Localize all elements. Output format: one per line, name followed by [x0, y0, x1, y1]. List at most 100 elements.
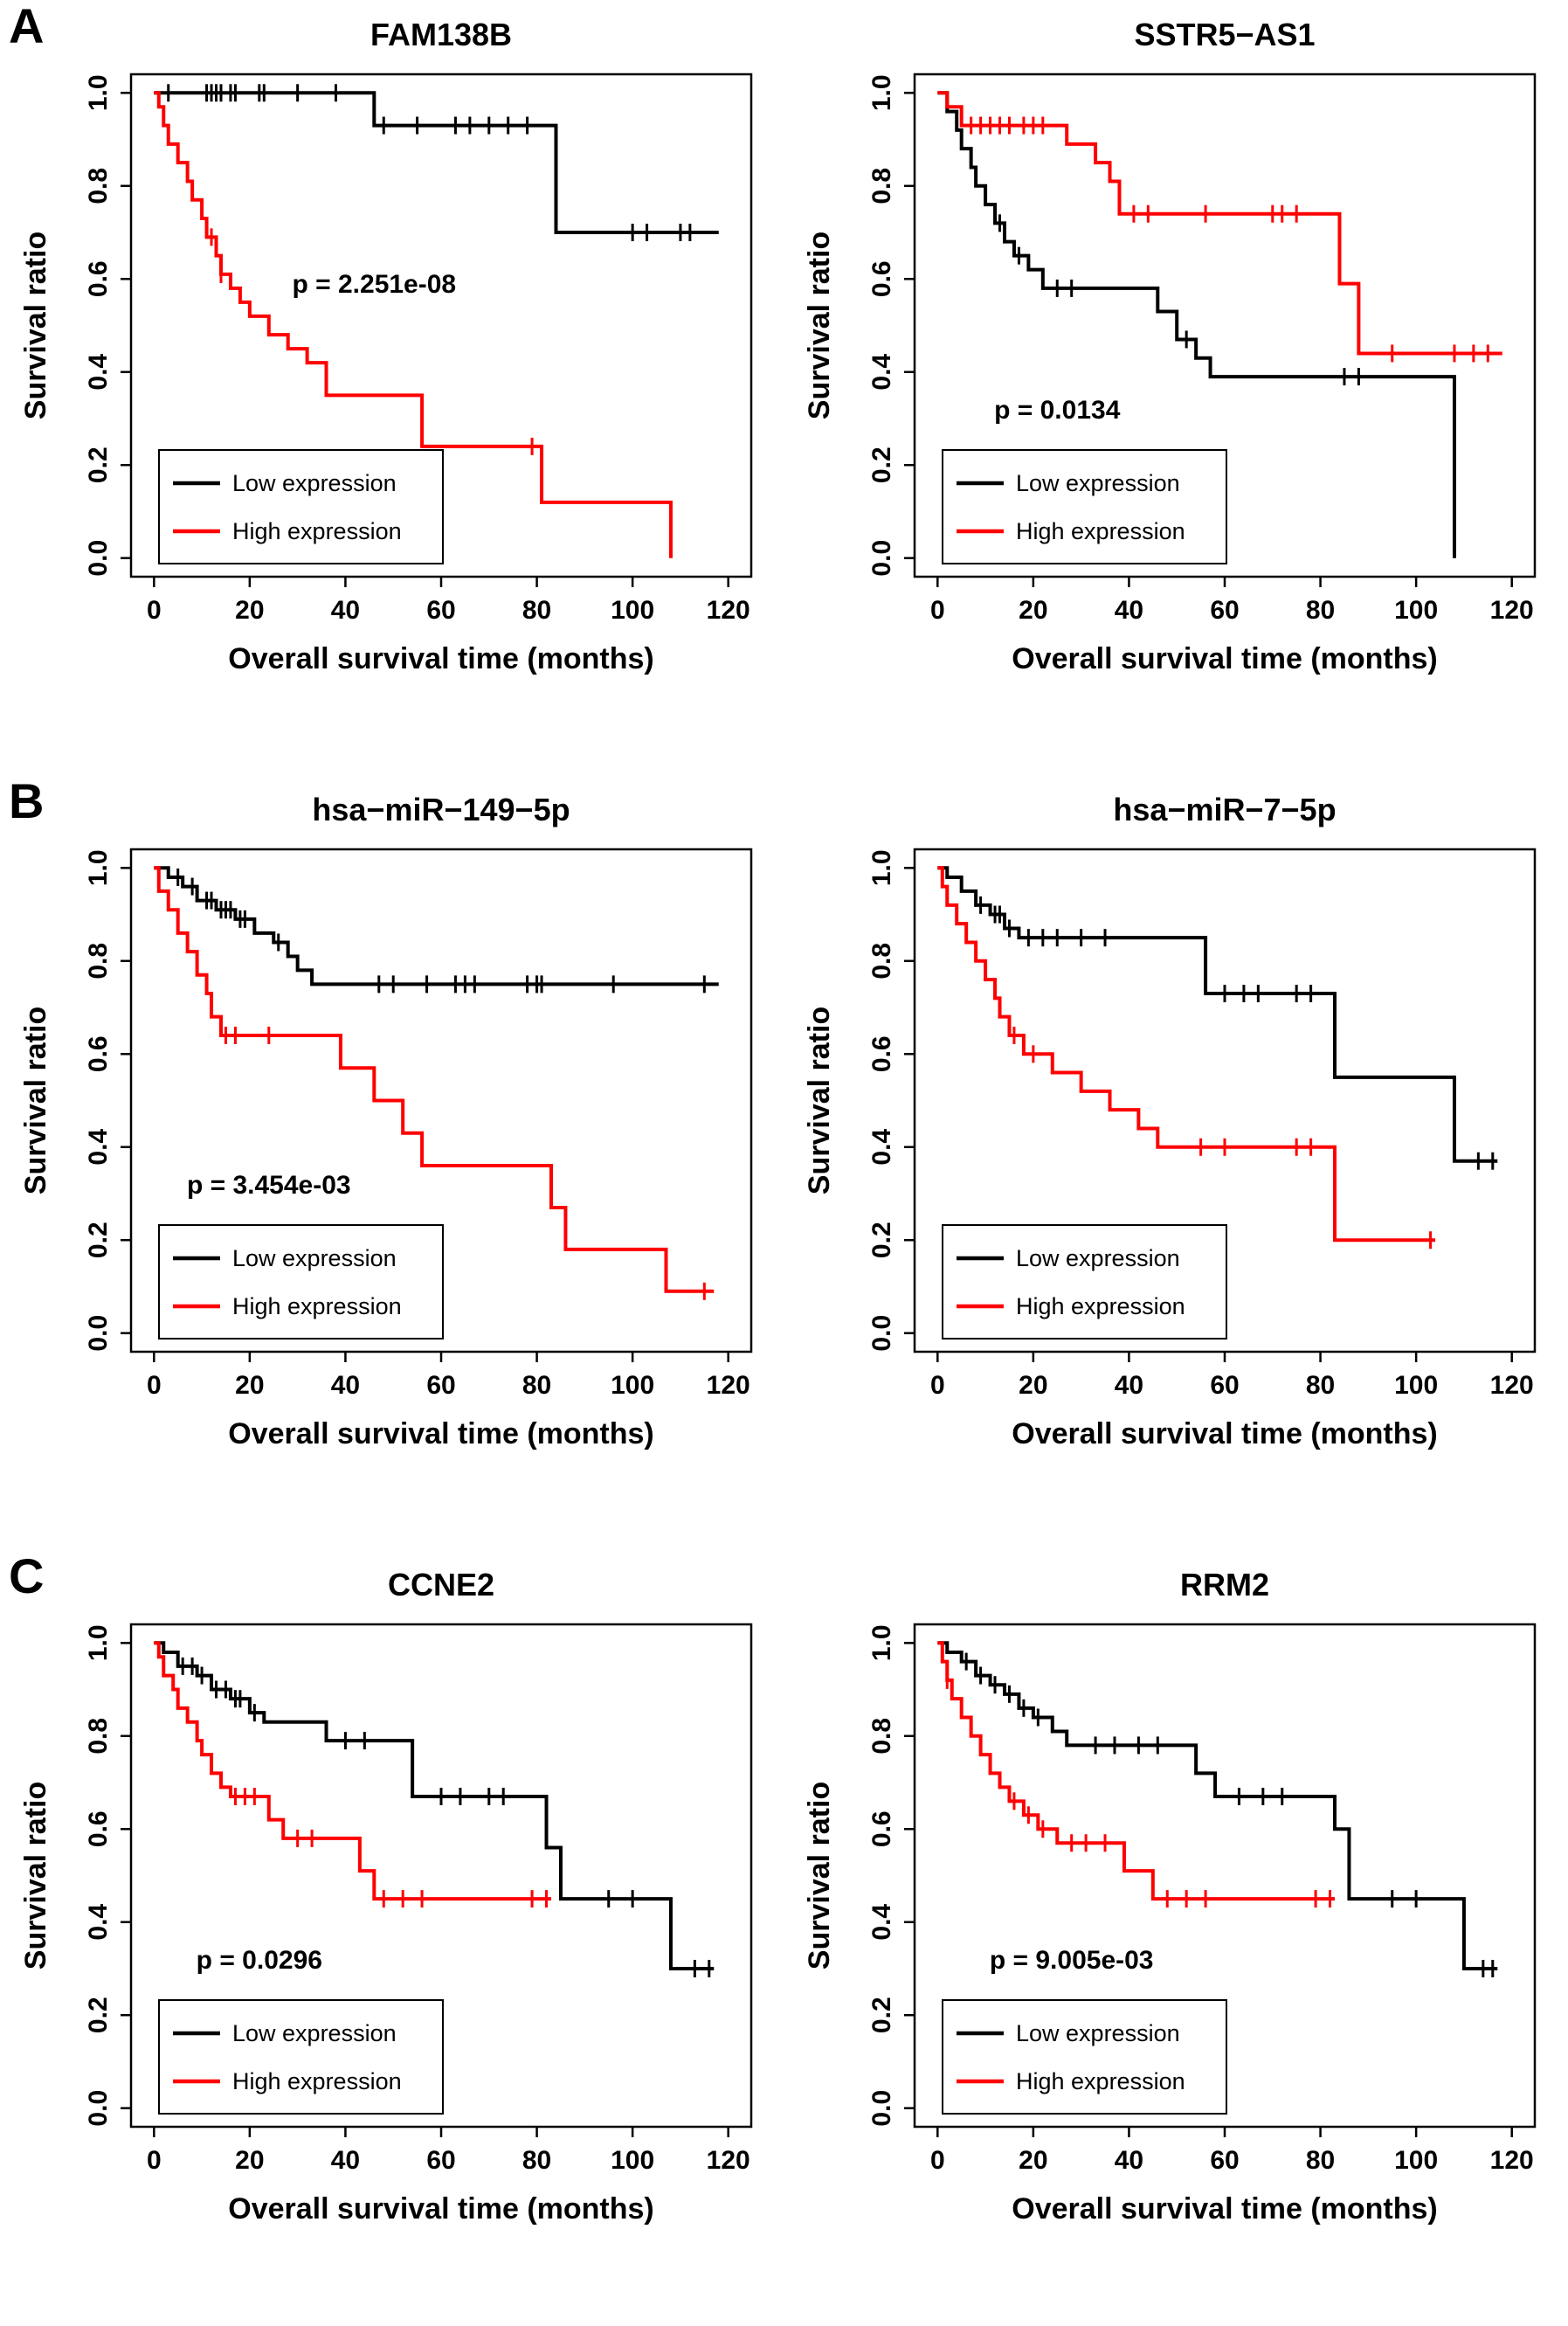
survival-curve-low: [937, 91, 1456, 558]
y-tick-label: 0.4: [867, 354, 896, 391]
x-tick-label: 100: [1394, 1371, 1438, 1400]
x-tick-label: 100: [1394, 596, 1438, 625]
y-tick-label: 0.0: [867, 1315, 896, 1352]
x-axis-label: Overall survival time (months): [1012, 1417, 1438, 1450]
x-tick-label: 0: [930, 2146, 945, 2175]
x-tick-label: 20: [235, 596, 264, 625]
x-axis-label: Overall survival time (months): [1012, 642, 1438, 675]
x-tick-label: 80: [522, 596, 551, 625]
y-tick-label: 0.2: [867, 1222, 896, 1258]
y-tick-label: 0.0: [867, 540, 896, 577]
y-tick-label: 0.8: [84, 943, 113, 980]
y-tick-label: 1.0: [84, 74, 113, 111]
survival-curve-high: [154, 866, 715, 1293]
legend-label: Low expression: [1016, 2020, 1180, 2046]
legend-label: Low expression: [232, 1245, 397, 1271]
legend-box: [158, 1999, 444, 2115]
survival-curve-low: [154, 1641, 715, 1970]
km-plot-svg: FAM138B 0 20 40 60 80 100 120 0.0 0.2 0.4 0.6 0.8 1.0…: [19, 17, 753, 675]
legend-box: [158, 449, 444, 564]
y-tick-label: 1.0: [867, 1624, 896, 1661]
x-tick-label: 80: [1306, 1371, 1335, 1400]
x-tick-label: 60: [426, 1371, 455, 1400]
p-value-label: p = 3.454e-03: [187, 1171, 351, 1200]
plot-title: hsa−miR−7−5p: [1113, 792, 1336, 827]
plot-title: SSTR5−AS1: [1134, 17, 1315, 52]
km-chart-fam138b: FAM138B 0 20 40 60 80 100 120 0.0 0.2 0.4 0.6 0.8 1.0…: [0, 0, 784, 775]
y-tick-label: 0.6: [84, 1810, 113, 1847]
panel-label-a: A: [9, 0, 45, 53]
y-tick-label: 0.4: [84, 1129, 113, 1166]
x-tick-label: 0: [147, 2146, 162, 2175]
y-axis-label: Survival ratio: [19, 1007, 52, 1194]
x-tick-label: 20: [1019, 2146, 1047, 2175]
x-tick-label: 60: [426, 596, 455, 625]
x-tick-label: 80: [1306, 596, 1335, 625]
plot-frame: [913, 848, 1537, 1353]
panel-b: B hsa−miR−149−5p 0 20 40 60 80 100 120 0.0 0.2 0.4…: [0, 775, 1568, 1550]
plot-title: FAM138B: [370, 17, 512, 52]
x-tick-label: 120: [1490, 2146, 1534, 2175]
x-tick-label: 20: [235, 1371, 264, 1400]
legend-label: High expression: [1016, 518, 1185, 544]
x-axis-label: Overall survival time (months): [1012, 2192, 1438, 2226]
legend-box: [942, 1224, 1227, 1340]
y-tick-label: 0.8: [867, 168, 896, 204]
survival-curve-high: [154, 1641, 552, 1901]
x-tick-label: 120: [1490, 1371, 1534, 1400]
plot-frame: [129, 1623, 753, 2129]
y-tick-label: 0.4: [84, 1904, 113, 1941]
x-tick-label: 20: [1019, 596, 1047, 625]
x-tick-label: 40: [1115, 1371, 1143, 1400]
y-tick-label: 1.0: [84, 1624, 113, 1661]
y-tick-label: 0.6: [867, 260, 896, 297]
x-tick-label: 20: [235, 2146, 264, 2175]
survival-curve-low: [154, 866, 719, 986]
x-tick-label: 120: [707, 596, 750, 625]
p-value-label: p = 2.251e-08: [292, 270, 456, 299]
legend-box: [942, 449, 1227, 564]
y-tick-label: 0.6: [867, 1035, 896, 1072]
y-tick-label: 0.8: [867, 1718, 896, 1755]
y-axis-label: Survival ratio: [19, 1782, 52, 1969]
legend-label: High expression: [1016, 2068, 1185, 2094]
x-tick-label: 40: [331, 596, 360, 625]
x-tick-label: 60: [1210, 596, 1239, 625]
x-tick-label: 80: [522, 1371, 551, 1400]
plot-frame: [913, 73, 1537, 578]
p-value-label: p = 9.005e-03: [990, 1946, 1154, 1975]
y-tick-label: 0.2: [84, 1997, 113, 2033]
legend-label: Low expression: [232, 2020, 397, 2046]
y-tick-label: 0.6: [84, 260, 113, 297]
survival-curve-high: [937, 1641, 1336, 1901]
p-value-label: p = 0.0134: [994, 396, 1121, 425]
y-tick-label: 0.2: [867, 1997, 896, 2033]
survival-curve-low: [937, 1641, 1498, 1970]
y-axis-label: Survival ratio: [803, 1782, 836, 1969]
legend-box: [942, 1999, 1227, 2115]
x-tick-label: 40: [1115, 596, 1143, 625]
survival-curve-high: [937, 91, 1502, 356]
y-tick-label: 0.4: [867, 1129, 896, 1166]
km-chart-hsa-mir-7-5p: hsa−miR−7−5p 0 20 40 60 80 100 120 0.0 0.2 0.4 0.6 0…: [784, 775, 1567, 1550]
y-tick-label: 0.2: [84, 447, 113, 483]
panel-label-b: B: [9, 773, 45, 828]
plot-title: RRM2: [1180, 1567, 1269, 1603]
y-tick-label: 0.4: [84, 354, 113, 391]
survival-curve-low: [937, 866, 1498, 1163]
plot-frame: [913, 1623, 1537, 2129]
x-tick-label: 60: [1210, 1371, 1239, 1400]
legend-label: Low expression: [1016, 1245, 1180, 1271]
y-tick-label: 1.0: [84, 849, 113, 886]
x-tick-label: 100: [1394, 2146, 1438, 2175]
km-chart-rrm2: RRM2 0 20 40 60 80 100 120 0.0 0.2 0.4 0.6 0.8 1.0 Ove…: [784, 1550, 1567, 2325]
x-tick-label: 100: [611, 596, 654, 625]
x-tick-label: 60: [426, 2146, 455, 2175]
km-plot-svg: SSTR5−AS1 0 20 40 60 80 100 120 0.0 0.2 0.4 0.6 0.8 1…: [803, 17, 1537, 675]
x-tick-label: 40: [1115, 2146, 1143, 2175]
y-axis-label: Survival ratio: [803, 232, 836, 419]
x-tick-label: 0: [930, 596, 945, 625]
y-tick-label: 0.2: [84, 1222, 113, 1258]
km-plot-svg: hsa−miR−149−5p 0 20 40 60 80 100 120 0.0 0.2 0.4 0.…: [19, 792, 753, 1450]
